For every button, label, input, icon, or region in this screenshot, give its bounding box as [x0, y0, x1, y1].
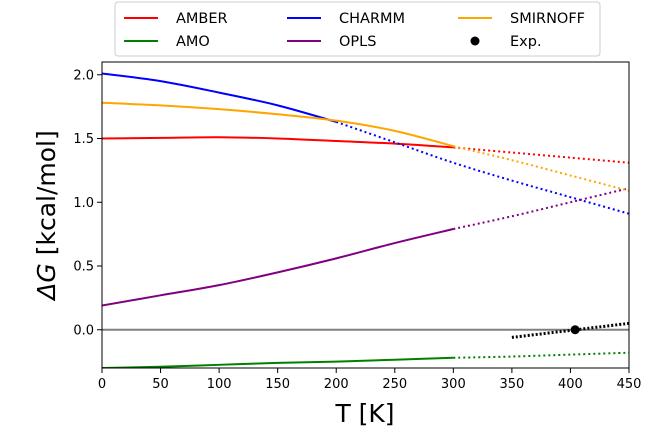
experimental-point — [570, 325, 580, 335]
series-line-amber — [102, 136, 454, 149]
plot-frame — [101, 61, 630, 369]
x-tick-label: 400 — [558, 377, 583, 392]
x-tick-label: 450 — [617, 377, 642, 392]
legend: AMBER AMO CHARMM OPLS SMIRNOFF Exp. — [114, 1, 601, 57]
series-extrapolation-amo — [453, 351, 629, 359]
y-tick-label: 1.0 — [73, 196, 94, 211]
y-tick-label: 0.0 — [73, 323, 94, 338]
series-line-charmm — [102, 72, 337, 123]
y-tick-label: 2.0 — [73, 68, 94, 83]
x-tick-label: 300 — [441, 377, 466, 392]
y-axis-label: ΔG [kcal/mol] — [32, 130, 61, 301]
legend-label-exp-: Exp. — [510, 34, 542, 50]
x-axis-label: T [K] — [334, 399, 394, 428]
x-axis: 0 50 100 150 200 250 300 350 400 450 — [98, 368, 642, 392]
y-axis-label-unit: [kcal/mol] — [32, 130, 61, 255]
x-tick-label: 100 — [207, 377, 232, 392]
series-extrapolation-opls — [453, 187, 629, 231]
series-line-amo — [102, 356, 454, 368]
x-tick-label: 250 — [382, 377, 407, 392]
plot-series — [102, 72, 629, 368]
x-tick-label: 0 — [98, 377, 106, 392]
series-extrapolation-amber — [453, 146, 629, 164]
y-axis: 0.0 0.5 1.0 1.5 2.0 — [73, 68, 102, 338]
legend-label-amber: AMBER — [176, 11, 228, 27]
series-extrapolation-charmm — [335, 120, 629, 215]
y-tick-label: 0.5 — [73, 260, 94, 275]
plot-content — [102, 72, 629, 368]
x-tick-label: 150 — [265, 377, 290, 392]
experimental-fit-line — [511, 321, 629, 339]
legend-marker-exp- — [470, 36, 480, 46]
legend-label-opls: OPLS — [339, 34, 376, 50]
legend-label-amo: AMO — [176, 34, 210, 50]
legend-label-smirnoff: SMIRNOFF — [510, 11, 585, 27]
y-tick-label: 1.5 — [73, 132, 94, 147]
y-axis-label-symbol: ΔG — [32, 263, 61, 301]
series-line-smirnoff — [102, 101, 454, 148]
x-tick-label: 350 — [499, 377, 524, 392]
x-tick-label: 50 — [152, 377, 169, 392]
x-tick-label: 200 — [324, 377, 349, 392]
series-extrapolation-smirnoff — [453, 145, 629, 192]
legend-label-charmm: CHARMM — [339, 11, 405, 27]
series-line-opls — [102, 228, 454, 307]
